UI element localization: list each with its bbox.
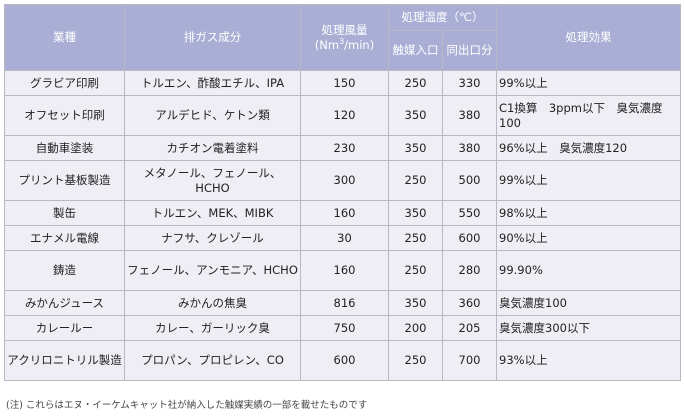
cell-temp-out: 600 — [441, 225, 498, 251]
table-row: アクリロニトリル製造 プロパン、プロピレン、CO 600 250 700 93%… — [4, 340, 682, 381]
table-row: グラビア印刷 トルエン、酢酸エチル、IPA 150 250 330 99%以上 — [4, 70, 682, 96]
header-gas-components: 排ガス成分 — [124, 4, 301, 71]
cell-gas: みかんの焦臭 — [124, 290, 301, 316]
cell-gas: ナフサ、クレゾール — [124, 225, 301, 251]
cell-flow: 750 — [300, 315, 389, 341]
cell-temp-out: 380 — [441, 135, 498, 161]
cell-effect: 90%以上 — [496, 225, 682, 251]
table-row: エナメル電線 ナフサ、クレゾール 30 250 600 90%以上 — [4, 225, 682, 251]
cell-temp-out: 205 — [441, 315, 498, 341]
table-row: オフセット印刷 アルデヒド、ケトン類 120 350 380 C1換算 3ppm… — [4, 95, 682, 136]
cell-temp-in: 350 — [388, 290, 443, 316]
header-temp-catalyst-inlet: 触媒入口 — [388, 30, 443, 71]
cell-temp-out: 280 — [441, 250, 498, 291]
cell-flow: 150 — [300, 70, 389, 96]
cell-effect: 93%以上 — [496, 340, 682, 381]
cell-temp-out: 360 — [441, 290, 498, 316]
cell-effect: 99.90% — [496, 250, 682, 291]
cell-effect: 99%以上 — [496, 70, 682, 96]
table-row: 製缶 トルエン、MEK、MIBK 160 350 550 98%以上 — [4, 200, 682, 226]
cell-temp-in: 250 — [388, 70, 443, 96]
header-industry: 業種 — [4, 4, 125, 71]
cell-industry: オフセット印刷 — [4, 95, 125, 136]
header-flow-label: 処理風量 — [321, 22, 368, 37]
table-row: プリント基板製造 メタノール、フェノール、HCHO 300 250 500 99… — [4, 160, 682, 201]
table-row: カレールー カレー、ガーリック臭 750 200 205 臭気濃度300以下 — [4, 315, 682, 341]
cell-flow: 120 — [300, 95, 389, 136]
cell-gas: フェノール、アンモニア、HCHO — [124, 250, 301, 291]
cell-industry: 鋳造 — [4, 250, 125, 291]
cell-temp-in: 350 — [388, 95, 443, 136]
cell-industry: グラビア印刷 — [4, 70, 125, 96]
cell-temp-out: 550 — [441, 200, 498, 226]
header-flow-unit-prefix: (Nm — [314, 37, 340, 52]
cell-gas: メタノール、フェノール、HCHO — [124, 160, 301, 201]
cell-effect: 96%以上 臭気濃度120 — [496, 135, 682, 161]
cell-gas: アルデヒド、ケトン類 — [124, 95, 301, 136]
cell-temp-in: 250 — [388, 250, 443, 291]
cell-temp-out: 380 — [441, 95, 498, 136]
cell-temp-out: 500 — [441, 160, 498, 201]
cell-flow: 160 — [300, 200, 389, 226]
cell-flow: 160 — [300, 250, 389, 291]
cell-gas: カチオン電着塗料 — [124, 135, 301, 161]
cell-flow: 816 — [300, 290, 389, 316]
header-temp-outlet: 同出口分 — [441, 30, 498, 71]
cell-industry: アクリロニトリル製造 — [4, 340, 125, 381]
cell-flow: 30 — [300, 225, 389, 251]
header-effect: 処理効果 — [496, 4, 682, 71]
cell-industry: プリント基板製造 — [4, 160, 125, 201]
header-flow-rate: 処理風量 (Nm3/min) — [300, 4, 389, 71]
cell-effect: C1換算 3ppm以下 臭気濃度100 — [496, 95, 682, 136]
cell-industry: エナメル電線 — [4, 225, 125, 251]
cell-effect: 99%以上 — [496, 160, 682, 201]
cell-gas: カレー、ガーリック臭 — [124, 315, 301, 341]
cell-temp-in: 350 — [388, 135, 443, 161]
table-row: みかんジュース みかんの焦臭 816 350 360 臭気濃度100 — [4, 290, 682, 316]
cell-flow: 300 — [300, 160, 389, 201]
header-flow-unit-suffix: /min) — [344, 37, 375, 52]
cell-effect: 98%以上 — [496, 200, 682, 226]
cell-industry: カレールー — [4, 315, 125, 341]
cell-temp-in: 250 — [388, 225, 443, 251]
header-temperature: 処理温度（℃） — [387, 4, 498, 31]
cell-flow: 600 — [300, 340, 389, 381]
table-row: 自動車塗装 カチオン電着塗料 230 350 380 96%以上 臭気濃度120 — [4, 135, 682, 161]
table-row: 鋳造 フェノール、アンモニア、HCHO 160 250 280 99.90% — [4, 250, 682, 291]
cell-effect: 臭気濃度300以下 — [496, 315, 682, 341]
cell-industry: 製缶 — [4, 200, 125, 226]
cell-temp-in: 250 — [388, 340, 443, 381]
cell-flow: 230 — [300, 135, 389, 161]
cell-temp-in: 200 — [388, 315, 443, 341]
cell-temp-in: 250 — [388, 160, 443, 201]
header-flow-unit-sup: 3 — [339, 36, 345, 46]
catalyst-results-table: 業種 排ガス成分 処理風量 (Nm3/min) 処理温度（℃） 処理効果 触媒入… — [4, 4, 682, 381]
cell-effect: 臭気濃度100 — [496, 290, 682, 316]
cell-gas: トルエン、酢酸エチル、IPA — [124, 70, 301, 96]
cell-industry: 自動車塗装 — [4, 135, 125, 161]
cell-gas: プロパン、プロピレン、CO — [124, 340, 301, 381]
footnote: (注) これらはエヌ・イーケムキャット社が納入した触媒実績の一部を載せたものです — [6, 400, 368, 411]
cell-industry: みかんジュース — [4, 290, 125, 316]
cell-temp-out: 700 — [441, 340, 498, 381]
cell-temp-out: 330 — [441, 70, 498, 96]
cell-temp-in: 350 — [388, 200, 443, 226]
cell-gas: トルエン、MEK、MIBK — [124, 200, 301, 226]
